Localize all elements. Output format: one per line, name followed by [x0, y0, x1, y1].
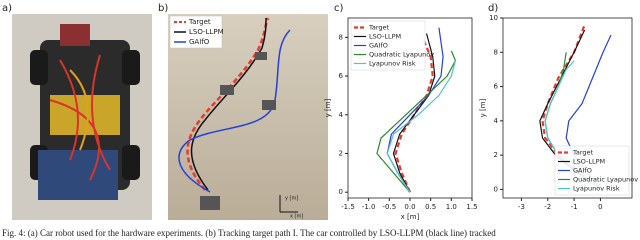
legend-label: Target — [572, 149, 594, 157]
y-axis-label: y [m] — [324, 98, 332, 117]
y-tick-label: 0 — [339, 188, 343, 196]
legend-label: GAIfO — [369, 42, 388, 50]
x-tick-label: -2 — [544, 203, 551, 211]
y-tick-label: 10 — [489, 14, 498, 22]
x-tick-label: 1.0 — [446, 203, 457, 211]
y-tick-label: 4 — [339, 111, 344, 119]
axis-label: x [m] — [290, 214, 303, 220]
panel-label: d) — [488, 3, 498, 14]
y-tick-label: 8 — [494, 48, 498, 56]
y-tick-label: 8 — [339, 33, 343, 41]
axis-label: y [m] — [285, 196, 298, 202]
x-tick-label: 1.5 — [466, 203, 477, 211]
x-tick-label: -1.5 — [341, 203, 355, 211]
legend-label: Lyapunov Risk — [369, 60, 416, 68]
panel-label: a) — [2, 3, 12, 14]
legend-label: Lyapunov Risk — [573, 185, 620, 193]
series-line — [386, 60, 457, 193]
x-tick-label: -1.0 — [362, 203, 376, 211]
y-axis-label: y [m] — [479, 98, 487, 117]
series-line — [376, 50, 457, 193]
y-tick-label: 6 — [494, 83, 499, 91]
series-line — [392, 33, 436, 193]
panel-label: c) — [334, 3, 343, 14]
legend-label: GAIfO — [189, 38, 210, 46]
x-tick-label: -0.5 — [382, 203, 396, 211]
legend-label: LSO-LLPM — [369, 33, 401, 41]
panel-label: b) — [158, 3, 168, 14]
x-tick-label: 0.5 — [425, 203, 436, 211]
legend-label: LSO-LLPM — [573, 158, 605, 166]
x-axis-label: x [m] — [401, 213, 420, 221]
x-tick-label: 0 — [598, 203, 602, 211]
caption: Fig. 4: (a) Car robot used for the hardw… — [2, 228, 496, 238]
y-tick-label: 6 — [339, 72, 344, 80]
legend-label: Quadratic Lyapunov — [573, 176, 638, 184]
robot-photo — [12, 14, 152, 220]
legend-label: LSO-LLPM — [189, 28, 224, 36]
legend-label: Target — [188, 18, 211, 26]
x-tick-label: -1 — [571, 203, 578, 211]
x-tick-label: 0.0 — [404, 203, 415, 211]
x-tick-label: -3 — [518, 203, 525, 211]
legend-label: GAIfO — [573, 167, 592, 175]
legend-label: Target — [368, 24, 390, 32]
y-tick-label: 0 — [494, 185, 498, 193]
y-tick-label: 4 — [494, 117, 499, 125]
legend-label: Quadratic Lyapunov — [369, 51, 434, 59]
track-photo: Target LSO-LLPM GAIfO y [m] x [m] — [168, 14, 328, 220]
y-tick-label: 2 — [494, 151, 498, 159]
y-tick-label: 2 — [339, 149, 343, 157]
